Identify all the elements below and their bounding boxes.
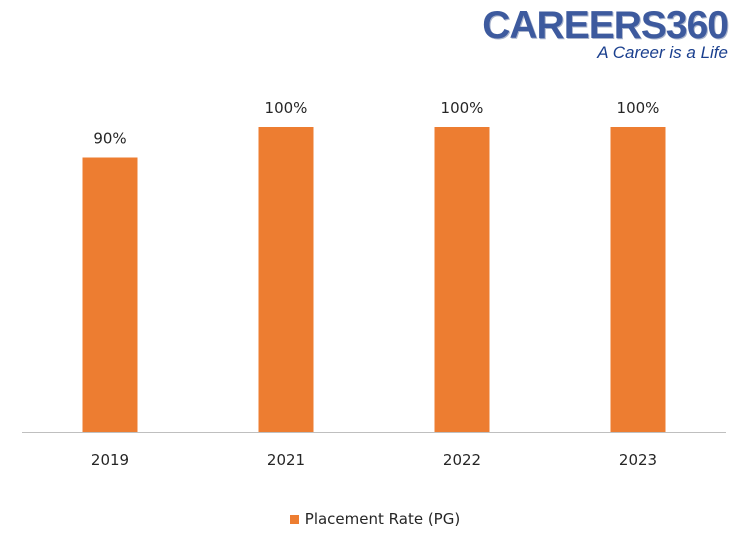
data-label-2022: 100% [441,99,484,117]
bar-chart: 90% 2019 100% 2021 100% 2022 100% 2023 [22,99,726,469]
x-tick-label-2022: 2022 [443,451,481,469]
bar-2022 [434,127,490,432]
logo-wordmark: CAREERS360 [482,4,729,47]
data-label-2023: 100% [617,99,660,117]
legend-swatch [289,514,299,524]
data-label-2021: 100% [265,99,308,117]
logo-tagline: A Career is a Life [597,43,728,62]
x-tick-label-2023: 2023 [619,451,657,469]
x-tick-label-2021: 2021 [267,451,305,469]
bar-2023 [610,127,666,432]
data-label-2019: 90% [93,130,126,148]
bar-2021 [258,127,314,432]
legend-label: Placement Rate (PG) [304,510,461,528]
x-tick-label-2019: 2019 [91,451,129,469]
careers360-logo: CAREERS360 A Career is a Life [482,4,729,62]
chart-legend: Placement Rate (PG) [0,510,750,528]
bar-2019 [82,157,138,432]
